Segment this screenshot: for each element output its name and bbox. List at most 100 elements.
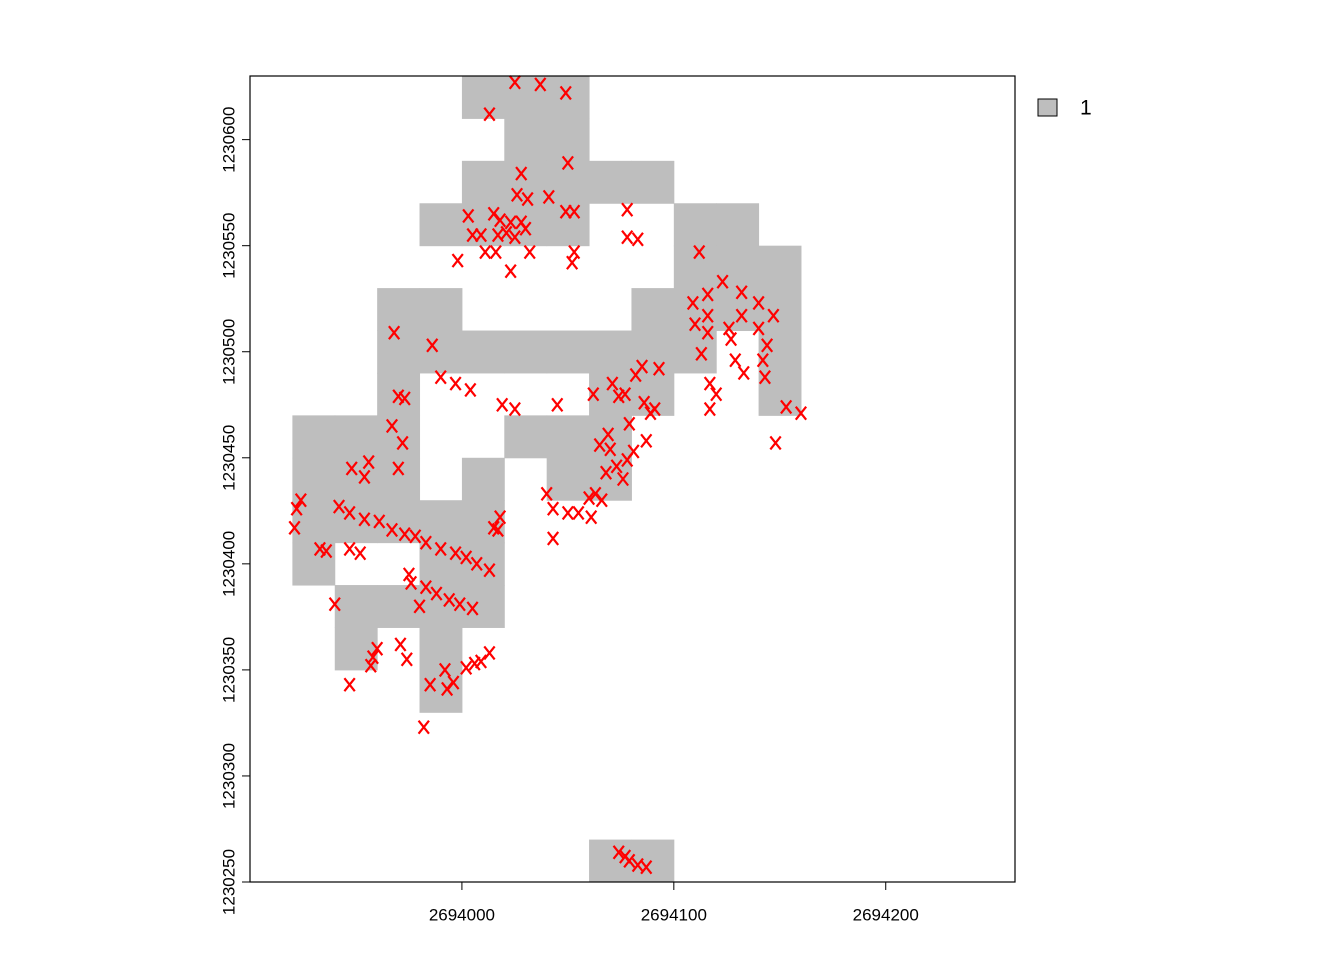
raster-cell: [673, 203, 717, 247]
y-tick-label: 1230300: [219, 743, 238, 809]
point: [686, 295, 699, 311]
point: [419, 535, 432, 550]
point: [449, 376, 462, 391]
point: [652, 361, 666, 376]
raster-cell: [377, 457, 421, 501]
raster-cell: [673, 330, 717, 374]
points-layer: [288, 75, 808, 875]
raster-cell: [546, 415, 590, 459]
point: [693, 244, 706, 260]
legend-label: 1: [1080, 97, 1092, 120]
raster-cell: [631, 288, 675, 332]
raster-cell: [758, 372, 802, 416]
point: [710, 386, 723, 402]
raster-cell: [377, 585, 421, 628]
point: [701, 287, 714, 302]
point: [551, 397, 564, 412]
raster-cell: [758, 245, 802, 289]
point: [434, 370, 447, 385]
raster-cell: [589, 330, 632, 374]
point: [460, 550, 473, 565]
point: [695, 346, 708, 362]
raster-cell: [419, 288, 463, 332]
raster-cell: [758, 288, 802, 332]
point: [752, 295, 765, 311]
x-tick-label: 2694100: [641, 905, 707, 924]
raster-cell: [631, 839, 675, 883]
point: [621, 202, 634, 217]
point: [345, 461, 358, 476]
raster-cell: [419, 585, 463, 628]
point: [546, 501, 560, 516]
point: [394, 637, 407, 652]
point: [462, 208, 475, 224]
raster-cell: [589, 839, 632, 883]
point: [593, 437, 606, 453]
plot-frame: [249, 75, 1016, 883]
y-tick-label: 1230500: [219, 319, 238, 385]
raster-cell: [758, 330, 802, 374]
raster-cell: [504, 118, 548, 162]
point: [523, 244, 536, 260]
raster-cell: [504, 415, 548, 459]
point: [424, 677, 437, 692]
point: [493, 509, 507, 525]
raster-cell: [631, 330, 675, 374]
point: [737, 365, 750, 381]
raster-cell: [546, 118, 590, 162]
point: [332, 499, 346, 514]
point: [761, 338, 774, 353]
point: [430, 586, 443, 601]
point: [354, 546, 367, 561]
y-tick-label: 1230250: [219, 849, 238, 915]
y-tick-label: 1230600: [219, 107, 238, 173]
raster-cell: [334, 500, 378, 544]
x-tick-label: 2694200: [853, 905, 919, 924]
point: [604, 442, 617, 457]
point: [701, 325, 714, 340]
point: [519, 221, 532, 236]
point: [385, 418, 399, 434]
point: [328, 596, 341, 612]
point: [688, 316, 702, 332]
point: [612, 845, 625, 860]
point: [392, 461, 405, 476]
point: [722, 321, 735, 336]
point: [388, 325, 401, 340]
point: [716, 274, 729, 289]
point: [621, 452, 634, 468]
point: [373, 514, 386, 529]
point: [426, 338, 439, 353]
point: [703, 401, 716, 417]
point: [343, 677, 356, 692]
point: [559, 85, 572, 101]
raster-cell: [419, 203, 463, 247]
y-tick-label: 1230350: [219, 637, 238, 703]
raster-cell: [631, 160, 675, 204]
point: [724, 331, 738, 347]
y-tick-label: 1230400: [219, 531, 238, 597]
raster-cell: [377, 500, 421, 544]
point: [561, 155, 574, 171]
point: [400, 652, 413, 667]
raster-cell: [673, 245, 717, 289]
point: [758, 370, 772, 385]
point: [474, 227, 488, 243]
point: [493, 213, 507, 228]
point: [479, 244, 492, 260]
point: [640, 433, 653, 449]
raster-cell: [334, 627, 378, 671]
point: [735, 285, 748, 300]
point: [417, 719, 430, 735]
point: [451, 253, 464, 268]
point: [769, 435, 782, 451]
raster-cell: [546, 330, 590, 374]
point: [447, 675, 460, 690]
point: [504, 263, 517, 279]
point: [491, 522, 504, 538]
raster-cell: [461, 457, 505, 501]
point: [606, 376, 619, 391]
raster-cell: [334, 585, 378, 628]
point: [508, 75, 521, 90]
